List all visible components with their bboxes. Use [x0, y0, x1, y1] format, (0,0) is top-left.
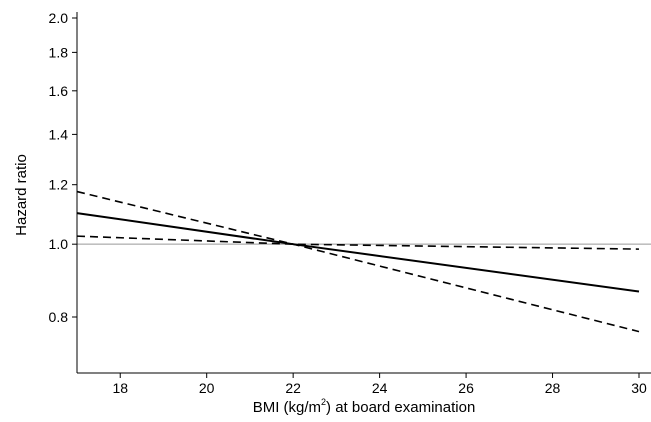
x-axis-title-part-1: BMI (kg/m: [253, 399, 321, 416]
x-tick-label: 30: [631, 380, 647, 396]
x-tick-label: 20: [199, 380, 215, 396]
x-axis-title-part-2: ) at board examination: [326, 399, 475, 416]
confidence-bound-line-1: [76, 190, 640, 333]
x-axis-title-superscript: 2: [321, 397, 326, 407]
y-tick-label: 1.2: [49, 177, 69, 193]
x-tick-label: 28: [545, 380, 561, 396]
x-tick-label: 18: [112, 380, 128, 396]
y-tick-label: 1.0: [49, 236, 69, 252]
hazard-ratio-estimate-line: [76, 212, 640, 293]
x-tick-label: 26: [458, 380, 474, 396]
y-tick-label: 1.8: [49, 44, 69, 60]
y-tick-label: 1.4: [49, 126, 69, 142]
x-tick-label: 22: [285, 380, 301, 396]
y-tick-label: 2.0: [49, 10, 69, 26]
y-tick-label: 1.6: [49, 83, 69, 99]
x-tick-label: 24: [372, 380, 388, 396]
x-axis-title: BMI (kg/m2) at board examination: [253, 397, 476, 416]
confidence-bound-line-2: [76, 235, 640, 250]
y-tick-label: 0.8: [49, 309, 69, 325]
y-axis-title: Hazard ratio: [13, 154, 30, 236]
